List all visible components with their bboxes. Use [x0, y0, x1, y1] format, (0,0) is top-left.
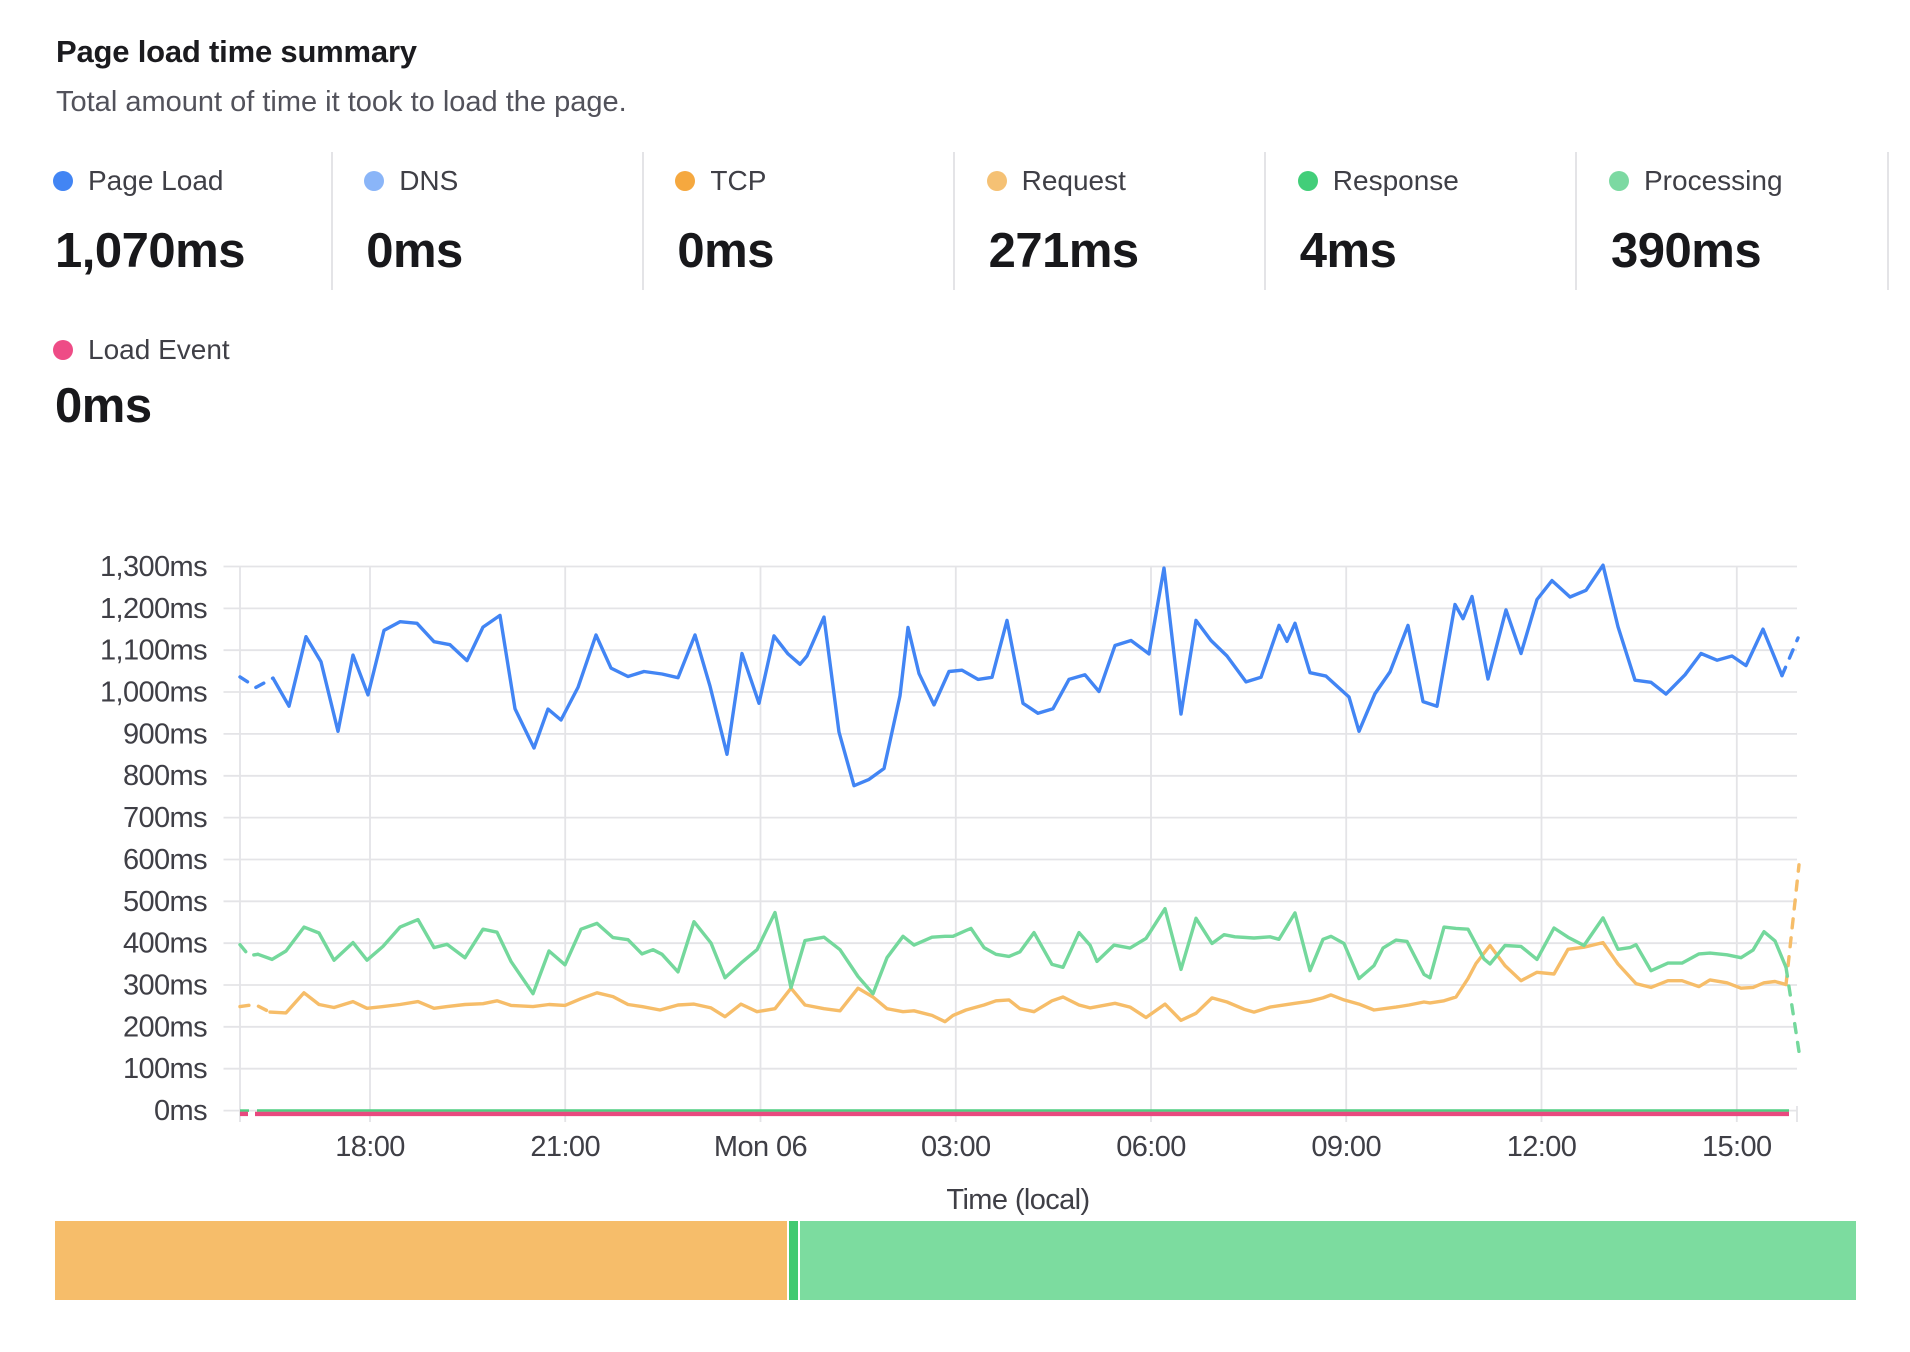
svg-text:03:00: 03:00 — [921, 1131, 991, 1163]
svg-text:800ms: 800ms — [123, 760, 207, 792]
svg-text:1,300ms: 1,300ms — [100, 551, 207, 583]
svg-text:900ms: 900ms — [123, 718, 207, 750]
svg-text:09:00: 09:00 — [1311, 1131, 1381, 1163]
svg-text:1,200ms: 1,200ms — [100, 593, 207, 625]
svg-text:300ms: 300ms — [123, 970, 207, 1002]
svg-text:0ms: 0ms — [154, 1095, 207, 1127]
svg-text:06:00: 06:00 — [1116, 1131, 1186, 1163]
svg-text:600ms: 600ms — [123, 844, 207, 876]
svg-text:1,000ms: 1,000ms — [100, 677, 207, 709]
svg-text:12:00: 12:00 — [1507, 1131, 1577, 1163]
svg-text:100ms: 100ms — [123, 1053, 207, 1085]
svg-text:700ms: 700ms — [123, 802, 207, 834]
svg-text:500ms: 500ms — [123, 886, 207, 918]
svg-text:18:00: 18:00 — [335, 1131, 405, 1163]
svg-text:200ms: 200ms — [123, 1011, 207, 1043]
svg-text:400ms: 400ms — [123, 928, 207, 960]
svg-text:1,100ms: 1,100ms — [100, 635, 207, 667]
svg-text:21:00: 21:00 — [530, 1131, 600, 1163]
svg-text:15:00: 15:00 — [1702, 1131, 1772, 1163]
svg-text:Mon 06: Mon 06 — [714, 1131, 807, 1163]
svg-text:Time (local): Time (local) — [946, 1184, 1089, 1216]
